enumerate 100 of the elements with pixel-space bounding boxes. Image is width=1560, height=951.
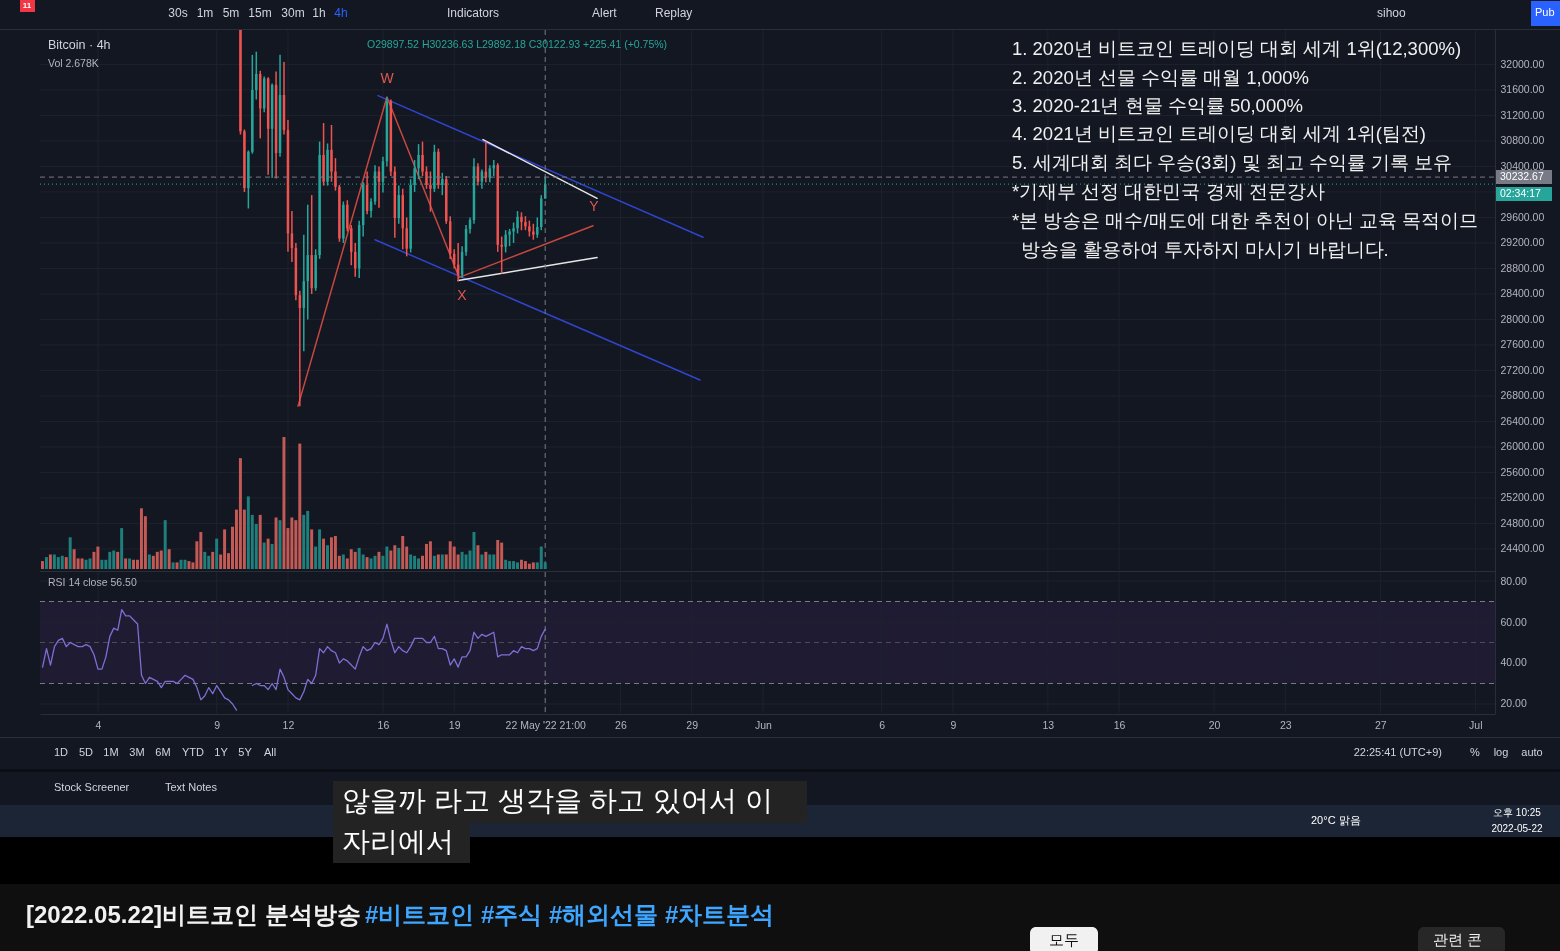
text: 않을까 라고 생각을 하고 있어서 이 xyxy=(342,785,773,816)
y-tick-label: 31600.00 xyxy=(1500,83,1545,96)
bar xyxy=(472,532,476,569)
bar xyxy=(96,546,100,569)
y-tick-label: 29200.00 xyxy=(1500,236,1545,249)
candlestick xyxy=(500,235,503,275)
text: YTD xyxy=(182,746,205,758)
bar xyxy=(448,541,452,569)
bar xyxy=(424,543,428,569)
bar xyxy=(409,554,413,569)
candlestick xyxy=(330,124,333,183)
bar xyxy=(417,558,421,569)
text: 5m xyxy=(222,6,240,20)
bar xyxy=(432,555,436,569)
text: [2022.05.22]비트코인 분석방송 xyxy=(26,901,361,928)
bar xyxy=(516,562,519,569)
candlestick xyxy=(504,229,507,254)
text: 11 xyxy=(22,1,32,10)
annotation: 4. 2021년 비트코인 트레이딩 대회 세계 1위(팀전) xyxy=(1012,123,1427,144)
candlestick xyxy=(346,199,349,233)
x-tick-label: 4 xyxy=(95,718,102,731)
bar xyxy=(64,557,68,569)
y-tick-label: 28800.00 xyxy=(1500,261,1545,274)
y-tick-label: 29600.00 xyxy=(1500,210,1545,223)
bar xyxy=(48,554,52,569)
bar xyxy=(163,520,167,569)
bar xyxy=(512,561,516,569)
bar xyxy=(519,559,523,569)
bar xyxy=(270,543,274,569)
bar xyxy=(310,529,314,569)
text: 관련 콘 xyxy=(1433,931,1483,948)
y-tick-label: 26000.00 xyxy=(1500,440,1545,453)
text: 2022-05-22 xyxy=(1491,823,1544,834)
bar xyxy=(203,551,207,569)
y-tick-label: 20.00 xyxy=(1500,697,1527,710)
bar xyxy=(211,551,215,569)
bar xyxy=(68,537,72,569)
bar xyxy=(258,514,262,569)
text: Bitcoin · 4h xyxy=(48,38,111,52)
candlestick xyxy=(429,170,432,213)
bar xyxy=(464,554,468,569)
text: 오후 10:25 xyxy=(1493,807,1542,818)
bar xyxy=(179,559,183,569)
candlestick xyxy=(322,122,325,187)
annotation: *본 방송은 매수/매도에 대한 추천이 아닌 교육 목적이므 xyxy=(1012,210,1479,231)
x-tick-label: 23 xyxy=(1279,718,1292,731)
candlestick xyxy=(437,147,440,190)
bar xyxy=(357,547,361,569)
bar xyxy=(262,542,266,569)
bar xyxy=(333,536,337,569)
bar xyxy=(440,554,444,569)
bar xyxy=(322,538,326,569)
bar xyxy=(80,558,84,569)
candlestick xyxy=(532,223,535,241)
bar xyxy=(266,538,270,569)
bar xyxy=(476,545,480,569)
y-tick-label: 24400.00 xyxy=(1500,542,1545,555)
bar xyxy=(187,561,191,569)
y-tick-label: 27200.00 xyxy=(1500,363,1545,376)
bar xyxy=(298,443,302,569)
text: 1m xyxy=(196,6,214,20)
bar xyxy=(108,551,112,569)
y-tick-label: 40.00 xyxy=(1500,656,1527,669)
y-tick-label: 31200.00 xyxy=(1500,108,1545,121)
candlestick xyxy=(310,194,313,295)
x-tick-label: 6 xyxy=(879,718,886,731)
text: 30s xyxy=(168,6,188,20)
bar xyxy=(349,549,353,569)
text: #비트코인 #주식 #해외선물 #차트분석 xyxy=(365,901,775,928)
text: Pub xyxy=(1535,6,1555,18)
bar xyxy=(238,458,242,569)
text: 1h xyxy=(312,6,326,20)
bar xyxy=(365,557,369,569)
bar xyxy=(539,546,543,569)
x-tick-label: 29 xyxy=(686,718,699,731)
bar xyxy=(175,562,179,569)
y-tick-label: 25200.00 xyxy=(1500,491,1545,504)
bar xyxy=(500,542,504,569)
candlestick xyxy=(508,228,511,247)
x-tick-label: 13 xyxy=(1042,718,1055,731)
text: log xyxy=(1493,746,1509,758)
bar xyxy=(480,554,484,569)
annotation: O29897.52 H30236.63 L29892.18 C30122.93 +225.41 (+0.75%) xyxy=(367,38,668,50)
bar xyxy=(56,557,60,569)
bar xyxy=(151,555,155,569)
bar xyxy=(326,545,329,569)
bar xyxy=(139,508,143,569)
bar xyxy=(128,558,132,569)
bar xyxy=(124,558,128,569)
bar xyxy=(329,537,333,569)
annotation: X xyxy=(457,287,468,303)
candlestick xyxy=(536,216,539,239)
text: 02:34:17 xyxy=(1500,187,1542,199)
x-tick-label: 20 xyxy=(1208,718,1221,731)
bar xyxy=(155,551,159,569)
bar xyxy=(72,549,76,569)
bar xyxy=(318,529,322,569)
bar xyxy=(159,550,163,569)
text: Indicators xyxy=(447,6,500,20)
text: Alert xyxy=(592,6,618,20)
